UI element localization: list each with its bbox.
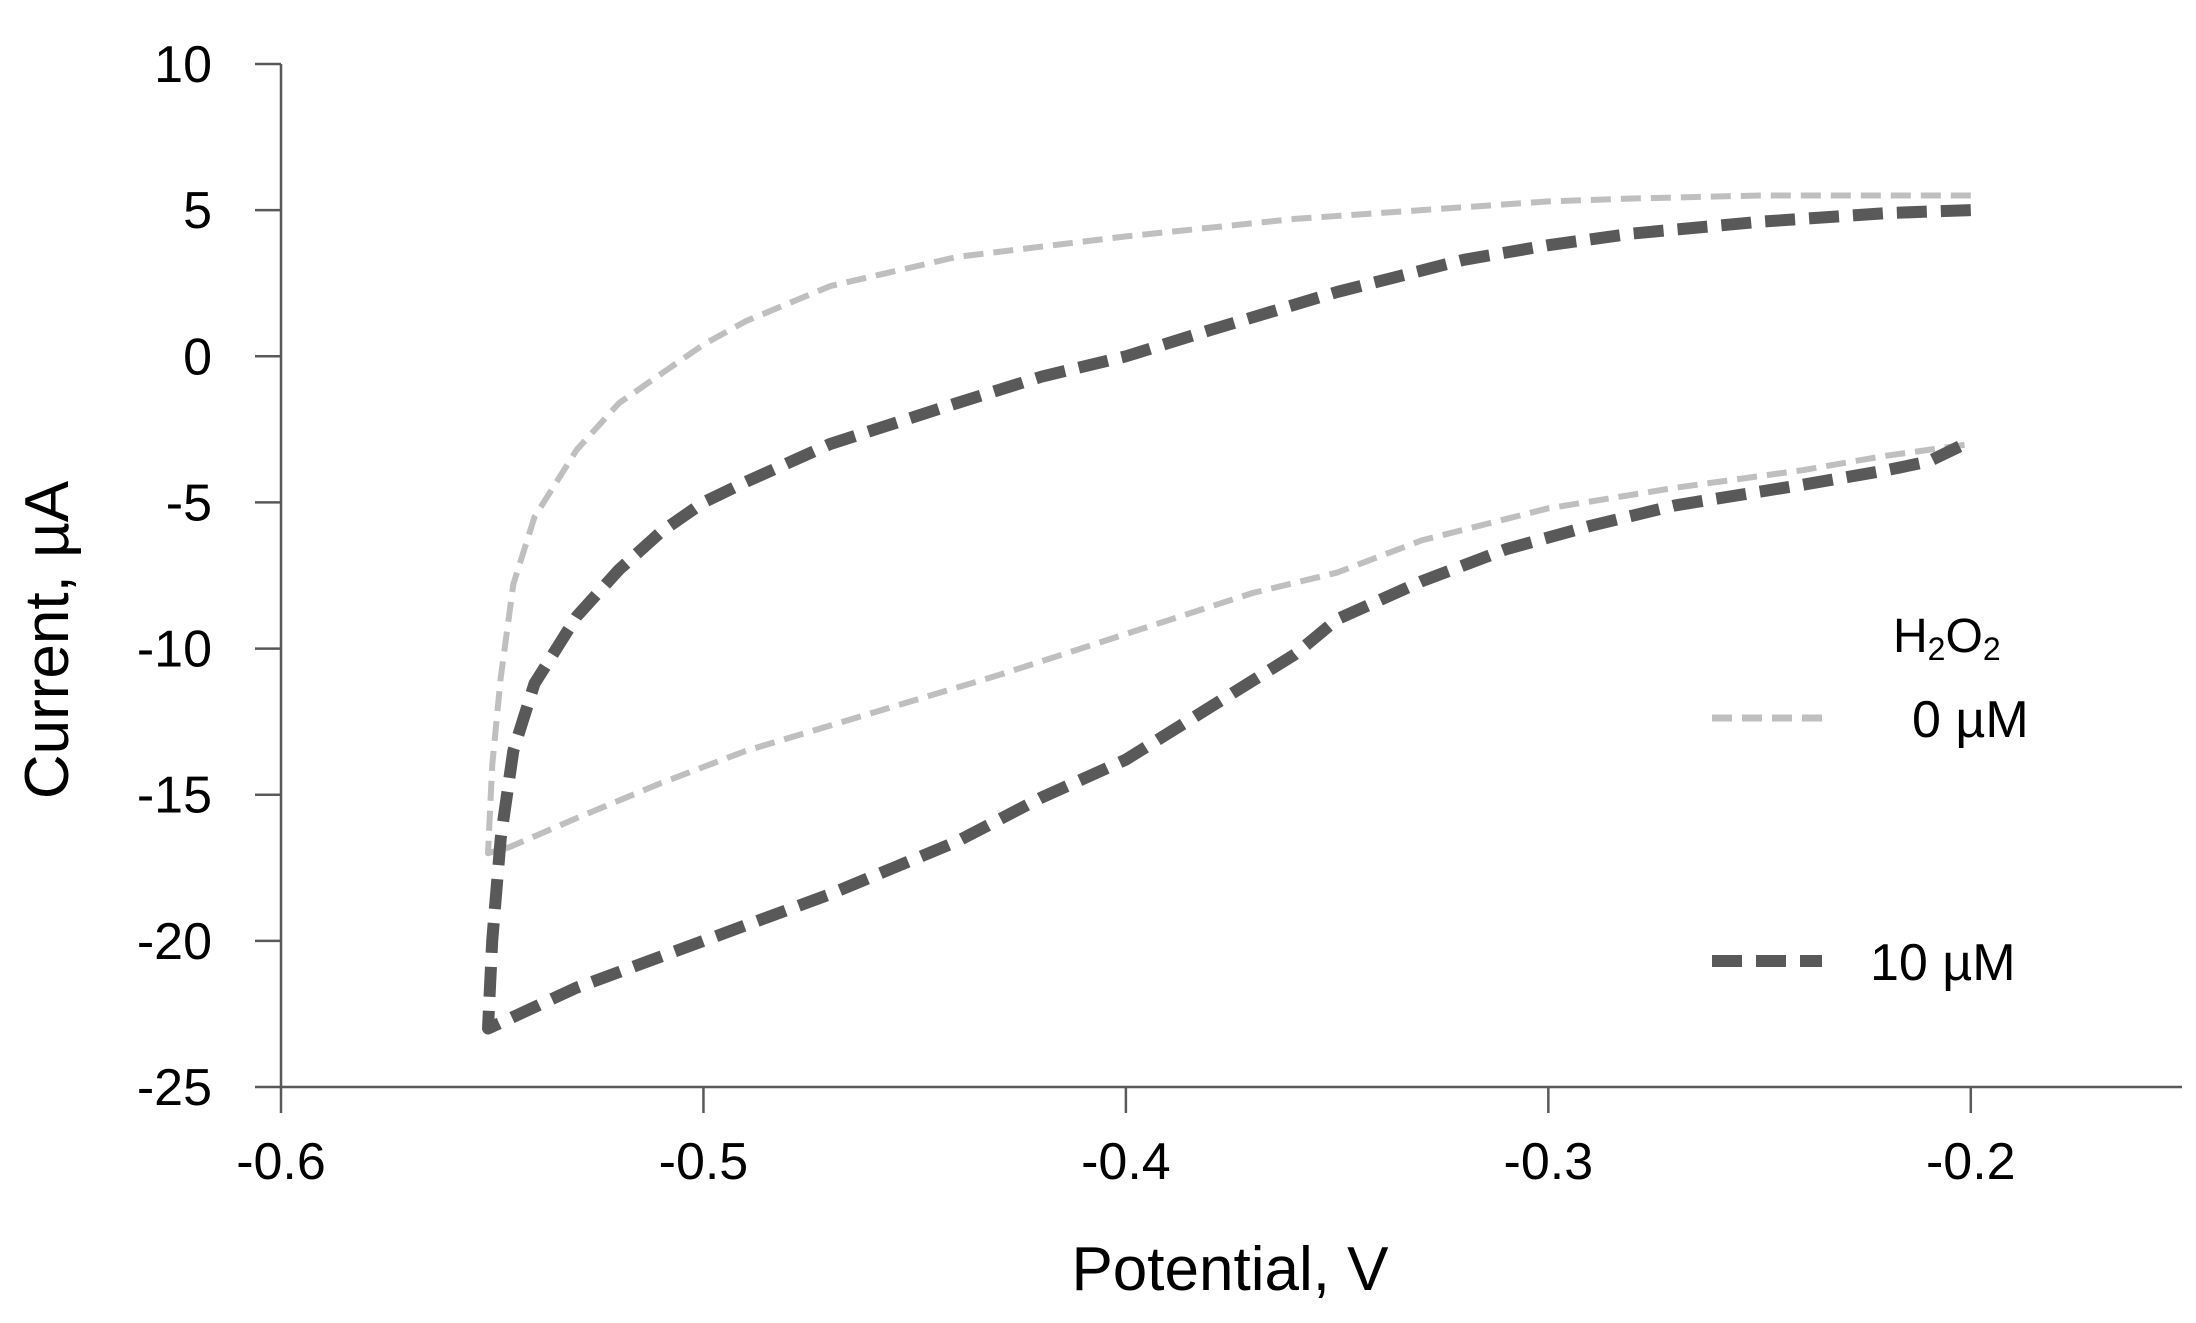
series-lines bbox=[482, 192, 1974, 1035]
axes bbox=[279, 64, 2182, 1089]
x-axis-title: Potential, V bbox=[1071, 1235, 1389, 1304]
y-tick-label: -25 bbox=[137, 1059, 212, 1117]
y-tick-label: -10 bbox=[137, 621, 212, 679]
y-tick-label: -20 bbox=[137, 913, 212, 971]
x-tick-label: -0.5 bbox=[659, 1133, 749, 1191]
y-axis-title: Current, µA bbox=[13, 480, 82, 799]
x-tick-label: -0.4 bbox=[1081, 1133, 1171, 1191]
series-line-10um bbox=[482, 204, 1974, 1035]
x-tick-label: -0.3 bbox=[1504, 1133, 1594, 1191]
series-line-0um bbox=[485, 192, 1972, 857]
y-tick-label: 10 bbox=[154, 36, 212, 94]
y-tick-label: 0 bbox=[183, 328, 212, 386]
y-tick-label: -5 bbox=[166, 474, 212, 532]
legend-label-0um: 0 µM bbox=[1912, 691, 2029, 749]
legend-label-10um: 10 µM bbox=[1870, 934, 2016, 992]
x-tick-label: -0.2 bbox=[1926, 1133, 2016, 1191]
y-tick-label: -15 bbox=[137, 767, 212, 825]
legend-title: H2O2 bbox=[1893, 610, 2001, 667]
x-tick-label: -0.6 bbox=[236, 1133, 326, 1191]
ticks: 10 5 0 -5 -10 -15 -20 -25 -0.6 -0.5 -0.4 -0.3 -0.2 bbox=[137, 36, 2016, 1191]
legend: H2O2 0 µM 10 µM bbox=[1712, 610, 2029, 992]
y-tick-label: 5 bbox=[183, 182, 212, 240]
